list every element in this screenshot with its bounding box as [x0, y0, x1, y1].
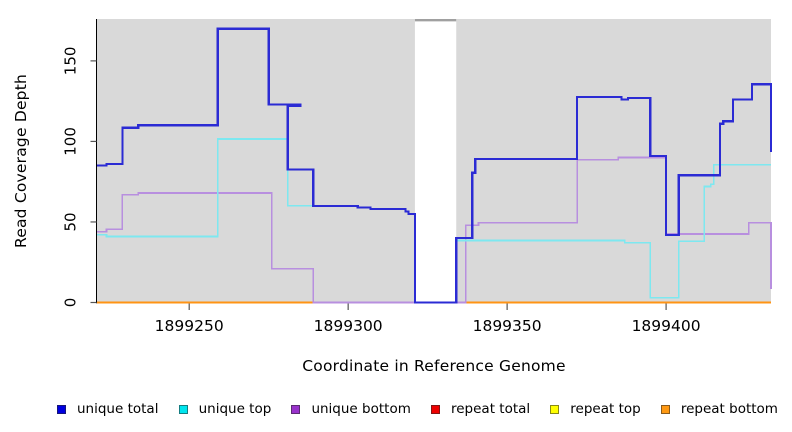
x-axis-title: Coordinate in Reference Genome [302, 357, 566, 375]
legend-label-repeat-top: repeat top [570, 401, 641, 417]
legend-item-repeat-total: repeat total [430, 401, 531, 417]
legend-label-repeat-total: repeat total [450, 401, 531, 417]
y-tick-label: 0 [62, 298, 80, 308]
legend-swatch-unique-total [57, 404, 66, 414]
x-tick-label: 1899300 [314, 317, 383, 335]
legend-label-unique-bottom: unique bottom [311, 401, 411, 417]
x-tick-label: 1899350 [473, 317, 542, 335]
legend-swatch-unique-top [178, 404, 188, 414]
legend-item-repeat-bottom: repeat bottom [660, 401, 778, 417]
legend-swatch-repeat-top [550, 404, 560, 414]
legend-swatch-repeat-bottom [660, 404, 670, 414]
legend-label-unique-top: unique top [198, 401, 272, 417]
y-tick-label: 150 [62, 47, 80, 76]
legend-label-repeat-bottom: repeat bottom [680, 401, 778, 417]
legend-swatch-unique-bottom [291, 404, 301, 414]
legend-item-unique-total: unique total [57, 401, 158, 417]
legend-swatch-repeat-total [430, 404, 440, 414]
series-line-unique-total [97, 27, 773, 304]
y-tick-label: 100 [62, 127, 80, 156]
y-tick-label: 50 [62, 212, 80, 231]
legend-item-repeat-top: repeat top [550, 401, 641, 417]
legend-item-unique-bottom: unique bottom [291, 401, 411, 417]
y-axis-title: Read Coverage Depth [12, 73, 30, 249]
legend-item-unique-top: unique top [178, 401, 272, 417]
legend: unique total unique top unique bottom repea… [0, 398, 792, 420]
legend-label-unique-total: unique total [77, 401, 159, 417]
gap-region [414, 19, 457, 303]
x-tick-label: 1899400 [632, 317, 701, 335]
x-tick-label: 1899250 [155, 317, 224, 335]
